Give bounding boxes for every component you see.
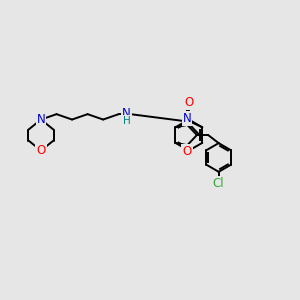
Text: Cl: Cl	[213, 177, 224, 190]
Text: N: N	[122, 107, 131, 120]
Text: O: O	[36, 144, 46, 157]
Text: H: H	[123, 116, 130, 126]
Text: N: N	[183, 112, 191, 125]
Text: O: O	[184, 96, 193, 109]
Text: N: N	[37, 113, 45, 126]
Text: O: O	[182, 145, 192, 158]
